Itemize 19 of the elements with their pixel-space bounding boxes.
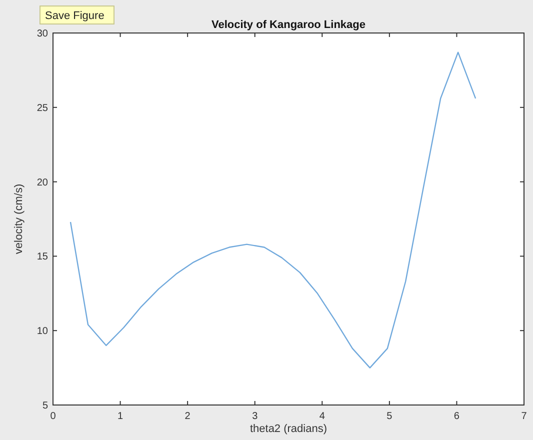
x-tick-label: 6 (454, 411, 460, 422)
x-tick-label: 0 (50, 411, 56, 422)
x-tick-label: 1 (118, 411, 124, 422)
line-series (70, 52, 476, 368)
y-tick-label: 5 (42, 400, 48, 412)
text: Save Figure (45, 10, 104, 22)
x-tick-label: 3 (252, 411, 258, 422)
y-tick-label: 20 (36, 177, 48, 188)
y-tick-label: 30 (36, 28, 48, 40)
chart-title: Velocity of Kangaroo Linkage (211, 19, 366, 31)
y-tick-label: 10 (36, 326, 48, 338)
y-tick-label: 25 (36, 102, 48, 114)
x-tick-label: 2 (184, 411, 191, 422)
x-axis-title: theta2 (radians) (250, 423, 328, 435)
y-axis-title: velocity (cm/s) (13, 184, 25, 254)
x-tick-label: 7 (521, 411, 528, 422)
x-tick-label: 5 (386, 411, 393, 422)
y-tick-label: 15 (36, 252, 48, 263)
x-tick-label: 4 (319, 411, 326, 422)
